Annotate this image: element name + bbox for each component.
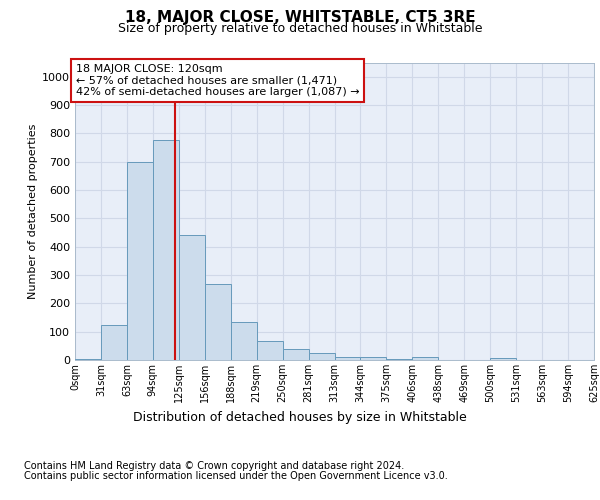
Text: 18 MAJOR CLOSE: 120sqm
← 57% of detached houses are smaller (1,471)
42% of semi-: 18 MAJOR CLOSE: 120sqm ← 57% of detached… — [76, 64, 359, 97]
Bar — [283, 348, 308, 360]
Bar — [231, 322, 257, 360]
Text: Contains public sector information licensed under the Open Government Licence v3: Contains public sector information licen… — [24, 471, 448, 481]
Bar — [412, 357, 438, 360]
Text: Contains HM Land Registry data © Crown copyright and database right 2024.: Contains HM Land Registry data © Crown c… — [24, 461, 404, 471]
Bar — [361, 357, 386, 360]
Bar — [127, 162, 153, 360]
Bar — [179, 236, 205, 360]
Bar — [490, 358, 516, 360]
Bar — [386, 358, 412, 360]
Bar — [308, 353, 335, 360]
Bar — [101, 324, 127, 360]
Bar — [153, 140, 179, 360]
Y-axis label: Number of detached properties: Number of detached properties — [28, 124, 38, 299]
Bar — [257, 340, 283, 360]
Text: 18, MAJOR CLOSE, WHITSTABLE, CT5 3RE: 18, MAJOR CLOSE, WHITSTABLE, CT5 3RE — [125, 10, 475, 25]
Text: Distribution of detached houses by size in Whitstable: Distribution of detached houses by size … — [133, 411, 467, 424]
Text: Size of property relative to detached houses in Whitstable: Size of property relative to detached ho… — [118, 22, 482, 35]
Bar — [335, 356, 361, 360]
Bar — [75, 358, 101, 360]
Bar — [205, 284, 230, 360]
